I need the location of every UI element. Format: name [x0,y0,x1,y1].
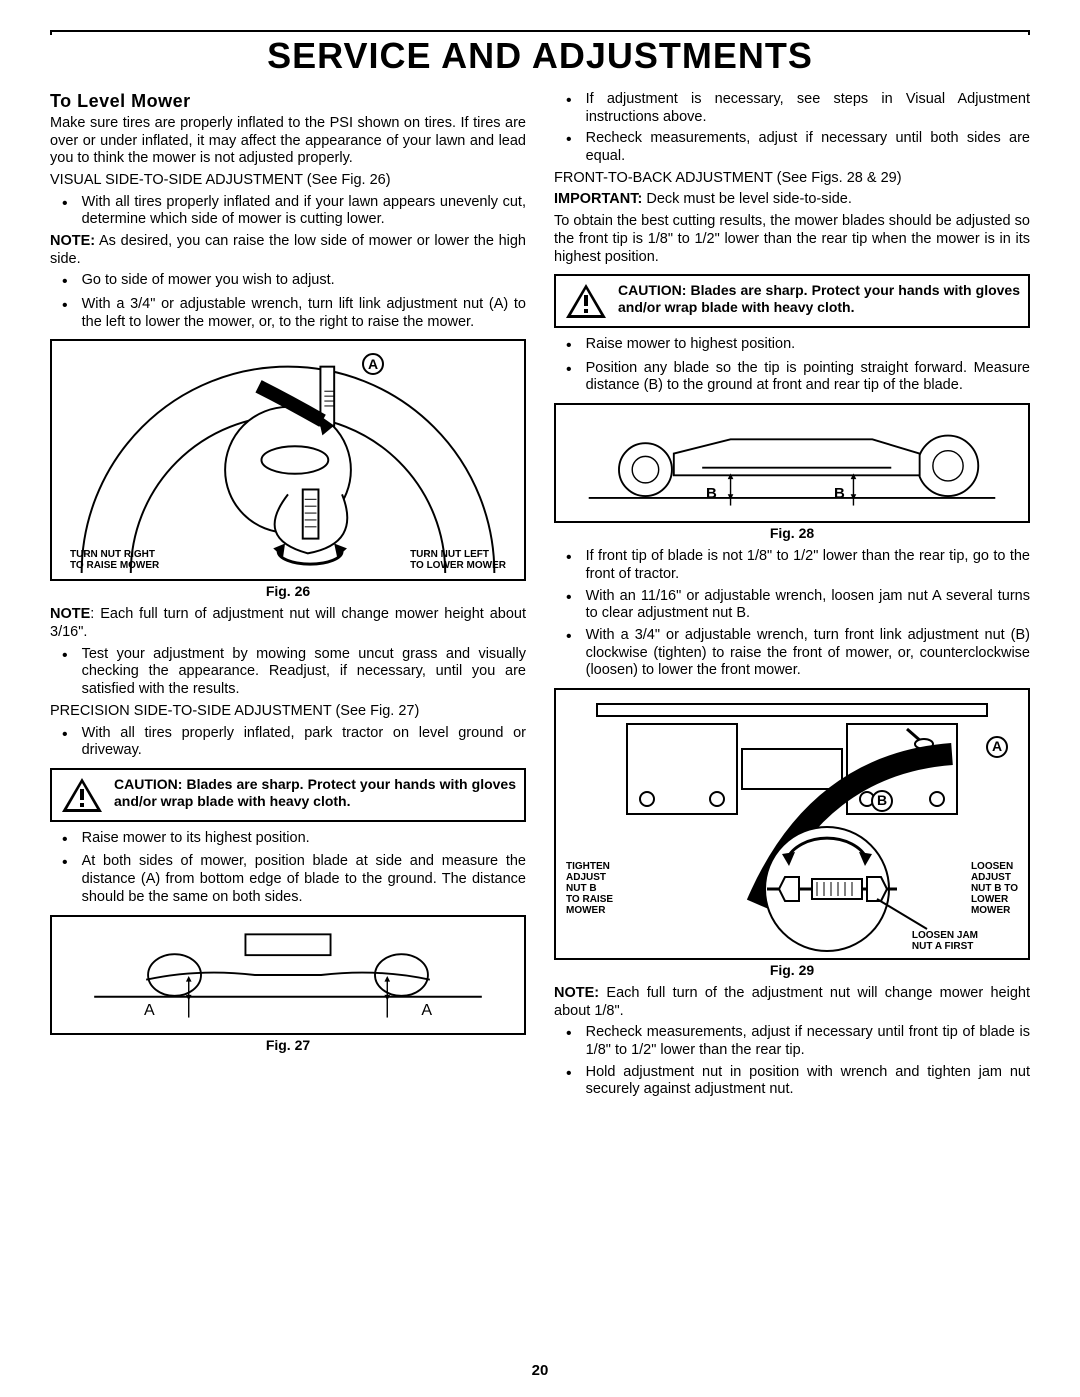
figure-27: A A [50,915,526,1035]
fig28-b2: B [834,485,845,503]
fig28-illustration [562,411,1022,515]
section-heading-level-mower: To Level Mower [50,91,526,113]
visual-adjustment-heading: VISUAL SIDE-TO-SIDE ADJUSTMENT (See Fig.… [50,172,526,190]
fig29-right-label: LOOSENADJUSTNUT B TOLOWERMOWER [971,861,1018,916]
bullet-if-adjustment: If adjustment is necessary, see steps in… [586,91,1030,126]
fig27-caption: Fig. 27 [50,1037,526,1054]
bullet-position-blade: Position any blade so the tip is pointin… [586,360,1030,395]
bullet-test-adjustment: Test your adjustment by mowing some uncu… [82,646,526,699]
figure-28: B B [554,403,1030,523]
bullet-front-tip: If front tip of blade is not 1/8" to 1/2… [586,548,1030,583]
note-turn-height: NOTE: Each full turn of adjustment nut w… [50,606,526,641]
fig26-left-label: TURN NUT RIGHTTO RAISE MOWER [70,549,159,571]
caution-text-1: CAUTION: Blades are sharp. Protect your … [114,776,516,810]
fig27-a-left: A [144,1001,155,1021]
intro-text: Make sure tires are properly inflated to… [50,115,526,168]
fig29-left-label: TIGHTENADJUSTNUT BTO RAISEMOWER [566,861,613,916]
ftb-heading: FRONT-TO-BACK ADJUSTMENT (See Figs. 28 &… [554,170,1030,188]
content-columns: To Level Mower Make sure tires are prope… [50,91,1030,1103]
page-title: Service And Adjustments [50,35,1030,77]
fig29-illustration [560,694,1024,954]
bullet-uneven-cut: With all tires properly inflated and if … [82,194,526,229]
warning-icon [564,282,608,320]
page-number: 20 [0,1362,1080,1379]
bullet-hold-nut: Hold adjustment nut in position with wre… [586,1064,1030,1099]
bullet-recheck-equal: Recheck measurements, adjust if necessar… [586,130,1030,165]
fig29-caption: Fig. 29 [554,962,1030,979]
figure-26: A TURN NUT RIGHTTO RAISE MOWER TURN NUT … [50,339,526,581]
bullet-go-to-side: Go to side of mower you wish to adjust. [82,272,526,292]
fig28-b1: B [706,485,717,503]
fig27-illustration [58,923,518,1027]
bullet-park-level: With all tires properly inflated, park t… [82,725,526,760]
fig29-label-b: B [871,790,893,812]
caution-box-1: CAUTION: Blades are sharp. Protect your … [50,768,526,822]
note-turn-1-8: NOTE: Each full turn of the adjustment n… [554,985,1030,1020]
bullet-loosen-jam: With an 11/16" or adjustable wrench, loo… [586,588,1030,623]
fig29-bottom-label: LOOSEN JAMNUT A FIRST [912,930,978,952]
fig29-label-a: A [986,736,1008,758]
fig27-a-right: A [421,1001,432,1021]
note-raise-lower: NOTE: As desired, you can raise the low … [50,233,526,268]
important-deck-level: IMPORTANT: Deck must be level side-to-si… [554,191,1030,209]
bullet-recheck-front: Recheck measurements, adjust if necessar… [586,1024,1030,1059]
fig28-caption: Fig. 28 [554,525,1030,542]
right-column: If adjustment is necessary, see steps in… [554,91,1030,1103]
caution-text-2: CAUTION: Blades are sharp. Protect your … [618,282,1020,316]
bullet-wrench-turn: With a 3/4" or adjustable wrench, turn l… [82,296,526,331]
left-column: To Level Mower Make sure tires are prope… [50,91,526,1103]
bullet-turn-front-link: With a 3/4" or adjustable wrench, turn f… [586,627,1030,680]
figure-29: A B TIGHTENADJUSTNUT BTO RAISEMOWER LOOS… [554,688,1030,960]
bullet-measure-distance: At both sides of mower, position blade a… [82,853,526,906]
warning-icon [60,776,104,814]
ftb-para: To obtain the best cutting results, the … [554,213,1030,266]
caution-box-2: CAUTION: Blades are sharp. Protect your … [554,274,1030,328]
fig26-right-label: TURN NUT LEFTTO LOWER MOWER [410,549,506,571]
fig26-illustration [58,347,518,573]
bullet-raise-highest-2: Raise mower to highest position. [586,336,1030,356]
precision-heading: PRECISION SIDE-TO-SIDE ADJUSTMENT (See F… [50,703,526,721]
fig26-caption: Fig. 26 [50,583,526,600]
bullet-raise-highest: Raise mower to its highest position. [82,830,526,850]
